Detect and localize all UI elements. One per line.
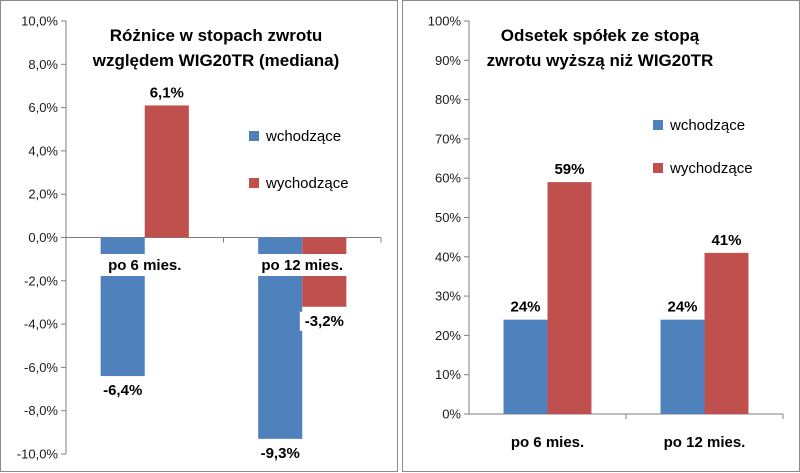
category-label-background <box>97 254 193 276</box>
y-tick-label: 70% <box>435 131 461 146</box>
y-tick-label: -10,0% <box>17 447 59 462</box>
y-tick-label: 100% <box>428 14 462 29</box>
category-label-background <box>250 254 355 276</box>
y-tick-label: -8,0% <box>24 403 58 418</box>
y-tick-label: 6,0% <box>28 100 58 115</box>
y-tick-label: 60% <box>435 171 461 186</box>
legend-swatch <box>653 163 663 173</box>
bar-wchodzace <box>503 319 548 414</box>
y-tick-label: 40% <box>435 249 461 264</box>
y-tick-label: 20% <box>435 328 461 343</box>
chart-title: względem WIG20TR (mediana) <box>92 51 340 70</box>
legend-label: wchodzące <box>669 117 745 134</box>
y-tick-label: 4,0% <box>28 143 58 158</box>
bar-wychodzace <box>144 105 189 238</box>
y-tick-label: 10% <box>435 367 461 382</box>
data-label: 41% <box>711 232 741 249</box>
legend-label: wchodzące <box>265 128 341 145</box>
legend-swatch <box>249 131 259 141</box>
category-label: po 6 mies. <box>108 257 181 274</box>
data-label-background <box>146 83 187 103</box>
y-tick-label: 80% <box>435 92 461 107</box>
legend-label: wychodzące <box>265 175 349 192</box>
bar-wychodzace <box>547 182 592 414</box>
y-tick-label: -4,0% <box>24 317 58 332</box>
y-tick-label: 50% <box>435 210 461 225</box>
y-tick-label: 0,0% <box>28 230 58 245</box>
chart-share-above-benchmark: 100% 90% 80% 70% 60% 50% 40% 30% 20% 10% 0% 24% 59% 2… <box>428 14 784 451</box>
data-label-background <box>255 443 305 463</box>
legend-swatch <box>653 120 663 130</box>
legend-label: wychodzące <box>669 160 753 177</box>
y-tick-label: 90% <box>435 53 461 68</box>
data-label-background <box>98 381 148 401</box>
y-tick-label: -6,0% <box>24 360 58 375</box>
data-label: -3,2% <box>305 313 344 330</box>
legend-swatch <box>249 178 259 188</box>
chart-title: zwrotu wyższą niż WIG20TR <box>487 51 714 70</box>
bar-wychodzace <box>704 252 749 414</box>
data-label: 6,1% <box>150 84 184 101</box>
data-label: 24% <box>668 299 698 316</box>
data-label: -9,3% <box>261 445 300 462</box>
category-label: po 6 mies. <box>511 434 584 451</box>
y-tick-label: 10,0% <box>21 14 58 29</box>
bar-wchodzace <box>660 319 705 414</box>
category-label: po 12 mies. <box>261 257 343 274</box>
data-label: 59% <box>554 161 584 178</box>
data-label-background <box>299 311 349 331</box>
chart-panel-share-above-benchmark: 100% 90% 80% 70% 60% 50% 40% 30% 20% 10% 0% 24% 59% 2… <box>402 0 800 472</box>
data-label: 24% <box>511 299 541 316</box>
chart-title: Odsetek spółek ze stopą <box>501 26 700 45</box>
chart-return-differences: 10,0% 8,0% 6,0% 4,0% 2,0% 0,0% -2,0% -4,0% -6,0%… <box>17 14 382 463</box>
y-tick-label: -2,0% <box>24 273 58 288</box>
y-tick-label: 8,0% <box>28 57 58 72</box>
y-tick-label: 0% <box>442 407 461 422</box>
category-label: po 12 mies. <box>664 434 746 451</box>
chart-title: Różnice w stopach zwrotu <box>110 26 323 45</box>
y-tick-label: 2,0% <box>28 187 58 202</box>
data-label: -6,4% <box>103 382 142 399</box>
y-tick-label: 30% <box>435 289 461 304</box>
chart-panel-return-differences: 10,0% 8,0% 6,0% 4,0% 2,0% 0,0% -2,0% -4,0% -6,0%… <box>0 0 398 472</box>
